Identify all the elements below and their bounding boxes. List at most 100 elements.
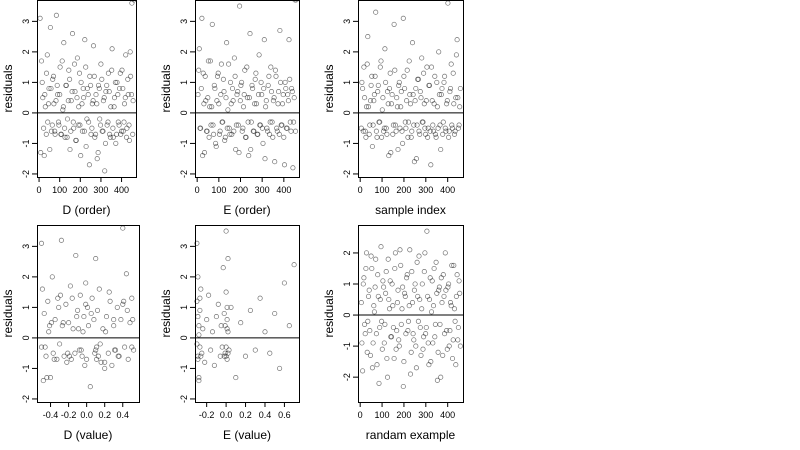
data-point bbox=[107, 134, 113, 140]
data-point bbox=[440, 119, 446, 125]
data-point bbox=[194, 298, 200, 304]
data-point bbox=[427, 128, 433, 134]
data-point bbox=[205, 58, 211, 64]
data-point bbox=[448, 303, 454, 309]
x-tick-label: 300 bbox=[418, 185, 433, 195]
data-point bbox=[238, 82, 244, 88]
data-point bbox=[93, 131, 99, 137]
data-point bbox=[286, 323, 292, 329]
data-point bbox=[383, 79, 389, 85]
data-point bbox=[51, 101, 57, 107]
data-point bbox=[373, 128, 379, 134]
data-point bbox=[233, 146, 239, 153]
data-point bbox=[368, 82, 374, 88]
data-point bbox=[60, 104, 66, 110]
x-tick-label: 400 bbox=[440, 185, 455, 195]
data-point bbox=[257, 295, 263, 301]
data-point bbox=[281, 134, 287, 140]
data-point bbox=[98, 359, 104, 365]
data-point bbox=[447, 328, 453, 334]
data-point bbox=[279, 101, 286, 107]
data-point bbox=[129, 344, 135, 350]
data-point bbox=[202, 359, 208, 365]
data-point bbox=[446, 281, 452, 287]
data-point bbox=[268, 64, 274, 70]
data-point bbox=[366, 131, 372, 137]
data-point bbox=[281, 280, 287, 286]
data-point bbox=[112, 79, 118, 85]
data-point bbox=[204, 317, 210, 323]
data-point bbox=[286, 37, 292, 43]
data-point bbox=[381, 284, 387, 290]
data-point bbox=[57, 292, 64, 298]
data-point bbox=[212, 85, 218, 92]
x-tick-label: 0.6 bbox=[278, 410, 291, 420]
data-point bbox=[428, 64, 435, 70]
data-point bbox=[223, 344, 229, 350]
data-point bbox=[438, 92, 444, 98]
data-point bbox=[244, 64, 250, 70]
data-point bbox=[405, 328, 411, 334]
data-point bbox=[195, 92, 201, 98]
data-point bbox=[407, 101, 414, 107]
data-point bbox=[444, 101, 450, 107]
x-tick-label: 100 bbox=[52, 185, 67, 195]
data-point bbox=[367, 352, 374, 358]
data-point bbox=[426, 82, 432, 88]
data-point bbox=[67, 283, 73, 289]
data-point bbox=[269, 119, 275, 125]
data-point bbox=[77, 122, 83, 128]
data-point bbox=[276, 131, 282, 137]
data-point bbox=[456, 122, 462, 128]
data-point bbox=[75, 307, 81, 313]
data-point bbox=[249, 82, 255, 88]
data-point bbox=[415, 76, 421, 82]
y-tick-label: 1 bbox=[21, 305, 31, 310]
x-tick-label: 300 bbox=[255, 185, 270, 195]
data-point bbox=[377, 64, 383, 70]
data-point bbox=[81, 95, 87, 101]
data-point bbox=[88, 82, 94, 88]
y-tick-label: -1 bbox=[342, 342, 352, 350]
data-point bbox=[371, 92, 377, 98]
data-point bbox=[265, 82, 271, 88]
data-point bbox=[370, 122, 376, 128]
data-point bbox=[287, 119, 293, 125]
data-point bbox=[195, 314, 201, 320]
data-point bbox=[402, 85, 408, 92]
data-point bbox=[55, 295, 61, 301]
data-point bbox=[79, 128, 85, 134]
data-point bbox=[270, 134, 276, 140]
data-point bbox=[245, 119, 251, 125]
data-point bbox=[363, 104, 370, 110]
data-point bbox=[56, 304, 62, 310]
data-point bbox=[218, 323, 224, 329]
data-point bbox=[43, 131, 49, 137]
data-point bbox=[44, 52, 50, 58]
x-tick-label: 200 bbox=[73, 185, 88, 195]
data-point bbox=[262, 329, 268, 335]
data-point bbox=[242, 134, 249, 140]
y-tick-label: 2 bbox=[342, 49, 352, 54]
data-point bbox=[224, 356, 230, 362]
data-point bbox=[379, 107, 385, 113]
data-point bbox=[454, 37, 460, 43]
data-point bbox=[198, 286, 204, 292]
data-point bbox=[42, 104, 48, 110]
data-point bbox=[432, 334, 438, 340]
data-point bbox=[106, 89, 112, 95]
data-point bbox=[362, 128, 368, 134]
data-point bbox=[100, 128, 106, 134]
y-tick-label: 1 bbox=[179, 305, 189, 310]
data-point bbox=[417, 296, 423, 303]
data-point bbox=[109, 46, 115, 52]
data-point bbox=[285, 98, 291, 104]
data-point bbox=[44, 375, 50, 381]
data-point bbox=[442, 73, 448, 79]
data-point bbox=[387, 70, 393, 76]
data-point bbox=[111, 317, 117, 323]
data-point bbox=[407, 92, 413, 98]
data-point bbox=[85, 92, 91, 98]
data-point bbox=[434, 377, 440, 383]
data-point bbox=[95, 82, 102, 88]
